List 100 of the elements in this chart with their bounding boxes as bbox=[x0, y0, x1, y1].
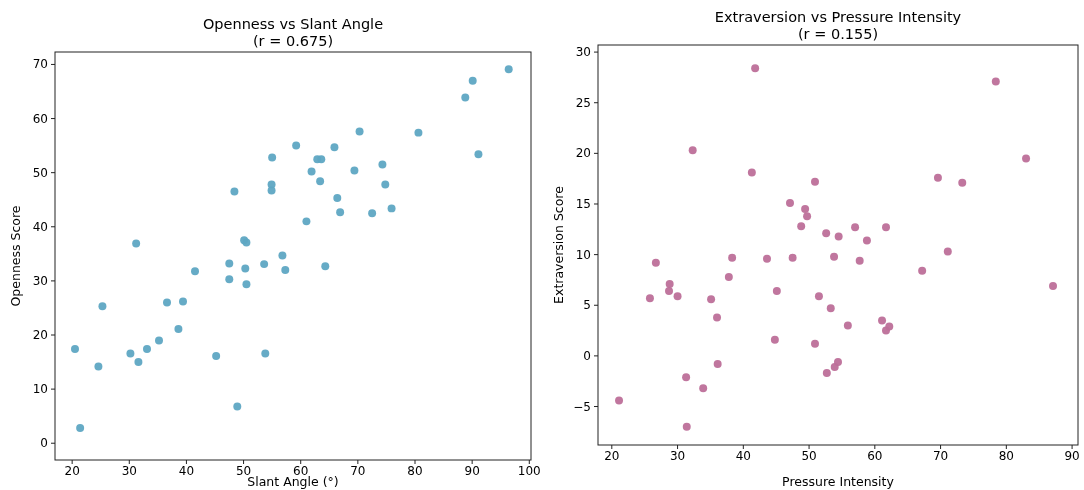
point bbox=[728, 253, 737, 262]
point bbox=[826, 304, 835, 313]
point bbox=[878, 316, 887, 325]
point bbox=[261, 349, 270, 358]
point bbox=[368, 209, 377, 218]
point bbox=[71, 345, 79, 354]
point bbox=[268, 153, 277, 162]
point bbox=[98, 302, 107, 311]
y-tick-label: 60 bbox=[32, 111, 48, 126]
y-tick-label: 50 bbox=[32, 165, 48, 180]
point bbox=[242, 280, 251, 289]
y-tick-label: 0 bbox=[583, 348, 591, 363]
point bbox=[378, 160, 387, 169]
x-tick-label: 20 bbox=[64, 464, 80, 478]
point bbox=[134, 358, 143, 367]
point bbox=[414, 128, 423, 137]
point bbox=[278, 251, 287, 260]
y-axis-title: Openness Score bbox=[8, 205, 23, 307]
point bbox=[350, 166, 359, 175]
point bbox=[822, 369, 831, 378]
point bbox=[333, 194, 342, 203]
point bbox=[267, 186, 276, 195]
point bbox=[688, 146, 697, 155]
point bbox=[699, 384, 708, 393]
point bbox=[132, 239, 141, 248]
point bbox=[763, 254, 771, 263]
point bbox=[724, 272, 733, 281]
point bbox=[307, 167, 316, 176]
chart-title: Extraversion vs Pressure Intensity (r = 0.155) bbox=[714, 9, 962, 42]
point bbox=[834, 357, 842, 366]
point bbox=[163, 298, 171, 307]
point bbox=[615, 396, 624, 405]
point bbox=[814, 292, 823, 301]
point bbox=[811, 339, 819, 348]
point bbox=[281, 266, 290, 275]
point bbox=[233, 402, 242, 411]
point bbox=[788, 253, 797, 262]
x-tick-label: 90 bbox=[464, 464, 480, 478]
point bbox=[321, 262, 330, 271]
y-tick-label: 20 bbox=[32, 328, 48, 342]
point bbox=[191, 267, 199, 276]
point bbox=[387, 204, 396, 213]
y-tick-label: 30 bbox=[575, 45, 591, 60]
point bbox=[843, 321, 852, 330]
point bbox=[330, 143, 339, 152]
point bbox=[651, 258, 660, 267]
point bbox=[772, 287, 781, 296]
y-tick-label: 70 bbox=[32, 57, 48, 72]
point bbox=[958, 178, 967, 187]
point bbox=[355, 127, 364, 136]
point bbox=[381, 180, 390, 189]
point bbox=[1022, 154, 1031, 163]
point bbox=[225, 275, 234, 284]
point bbox=[665, 287, 673, 296]
point bbox=[991, 77, 1000, 86]
point bbox=[713, 360, 722, 368]
y-tick-label: 10 bbox=[575, 247, 591, 262]
point bbox=[260, 260, 269, 269]
point bbox=[76, 424, 85, 433]
point bbox=[673, 292, 682, 301]
point bbox=[317, 155, 326, 164]
y-tick-label: 10 bbox=[32, 382, 48, 397]
point bbox=[682, 373, 691, 382]
y-tick-label: 15 bbox=[575, 196, 591, 211]
point bbox=[126, 349, 135, 358]
y-tick-label: 5 bbox=[583, 298, 591, 313]
x-tick-label: 90 bbox=[1064, 449, 1080, 463]
y-tick-label: 0 bbox=[40, 436, 48, 451]
point bbox=[94, 362, 103, 371]
point bbox=[882, 223, 890, 232]
chart-title: Openness vs Slant Angle (r = 0.675) bbox=[202, 16, 384, 49]
point bbox=[474, 150, 483, 159]
point bbox=[292, 141, 301, 150]
point bbox=[682, 422, 691, 431]
point bbox=[885, 322, 894, 331]
point bbox=[811, 177, 819, 186]
x-tick-label: 40 bbox=[735, 449, 751, 463]
point bbox=[230, 187, 239, 196]
x-axis-title: Pressure Intensity bbox=[782, 474, 895, 489]
point bbox=[822, 229, 831, 238]
x-tick-label: 60 bbox=[867, 449, 883, 463]
point bbox=[933, 173, 942, 182]
y-tick-label: 20 bbox=[575, 146, 591, 161]
x-tick-label: 70 bbox=[350, 464, 366, 478]
point bbox=[747, 168, 756, 177]
point bbox=[770, 335, 779, 344]
point bbox=[504, 65, 513, 74]
x-tick-label: 50 bbox=[801, 449, 817, 463]
point bbox=[751, 64, 760, 73]
point bbox=[801, 205, 810, 214]
point bbox=[862, 236, 871, 245]
point bbox=[707, 295, 716, 304]
point bbox=[943, 247, 952, 256]
point bbox=[241, 264, 250, 273]
y-tick-label: −5 bbox=[573, 399, 591, 414]
point bbox=[336, 208, 345, 217]
x-tick-label: 20 bbox=[604, 449, 620, 463]
point bbox=[855, 256, 864, 265]
y-tick-label: 40 bbox=[32, 219, 48, 234]
point bbox=[461, 93, 470, 102]
